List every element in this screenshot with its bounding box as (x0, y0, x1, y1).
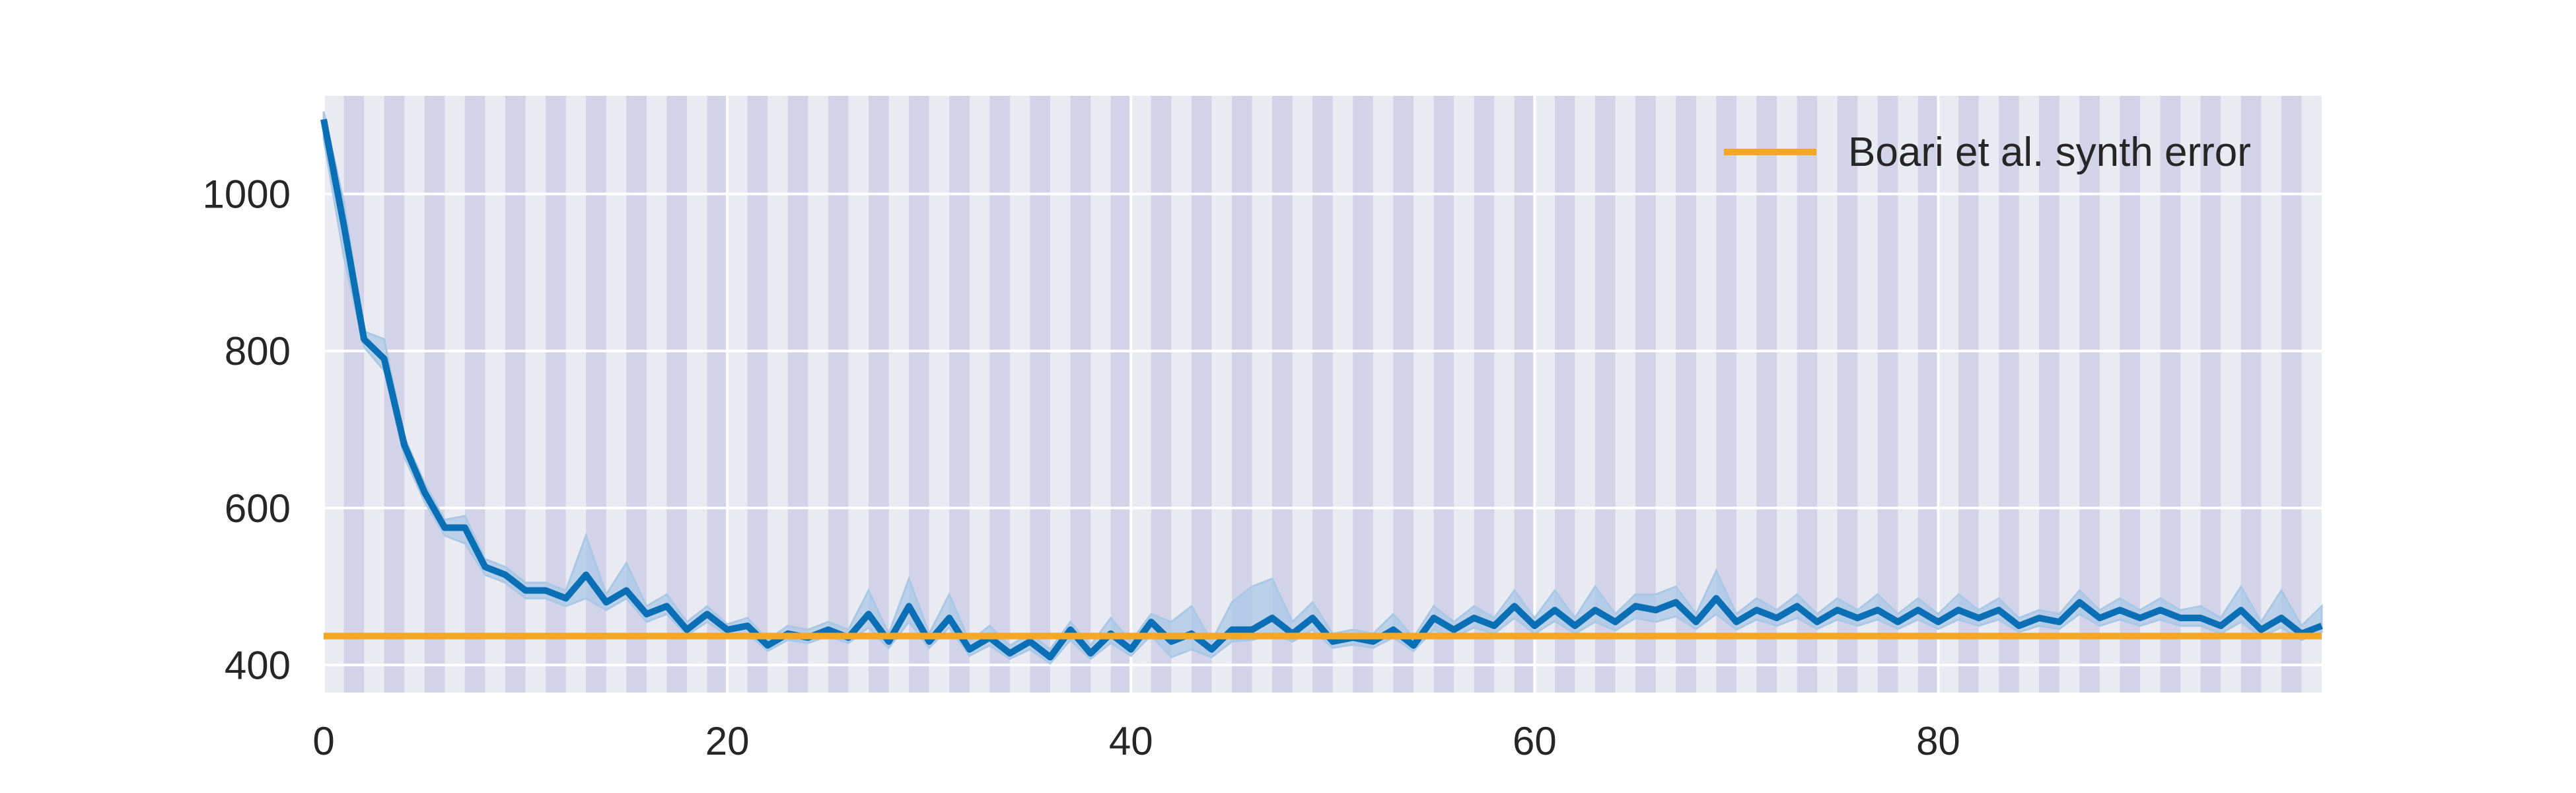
shaded-band (747, 96, 768, 693)
series-line (320, 118, 2323, 661)
x-tick-label: 0 (312, 719, 334, 763)
legend-label: Boari et al. synth error (1848, 130, 2251, 175)
shaded-band (1312, 96, 1333, 693)
x-tick-label: 80 (1916, 719, 1960, 763)
shaded-band (989, 96, 1010, 693)
y-axis-ticks: 400 600 800 1000 (203, 172, 291, 688)
shaded-band (1110, 96, 1131, 693)
grid-lines (322, 96, 2322, 693)
shaded-band (343, 96, 365, 693)
x-axis-ticks: 0 20 40 60 80 (312, 719, 1960, 763)
y-tick-label: 400 (225, 643, 291, 687)
shaded-band (2039, 96, 2059, 693)
y-tick-label: 600 (225, 486, 291, 531)
x-tick-label: 20 (705, 719, 750, 763)
legend: Boari et al. synth error (1724, 130, 2251, 175)
x-tick-label: 60 (1513, 719, 1557, 763)
shaded-band (464, 96, 485, 693)
shaded-band (2200, 96, 2221, 693)
shaded-band (707, 96, 728, 693)
shaded-band (1353, 96, 1373, 693)
shaded-band (828, 96, 849, 693)
shaded-band (1030, 96, 1050, 693)
shaded-band (1393, 96, 1413, 693)
shaded-band (1433, 96, 1454, 693)
shaded-band (1151, 96, 1172, 693)
y-tick-label: 1000 (203, 172, 291, 217)
series-layer (320, 111, 2323, 665)
y-tick-label: 800 (225, 329, 291, 373)
shaded-band (1191, 96, 1212, 693)
shaded-band (787, 96, 808, 693)
x-tick-label: 40 (1109, 719, 1153, 763)
shaded-band (505, 96, 526, 693)
shaded-band (1474, 96, 1495, 693)
shaded-band (424, 96, 445, 693)
shaded-band (1070, 96, 1091, 693)
